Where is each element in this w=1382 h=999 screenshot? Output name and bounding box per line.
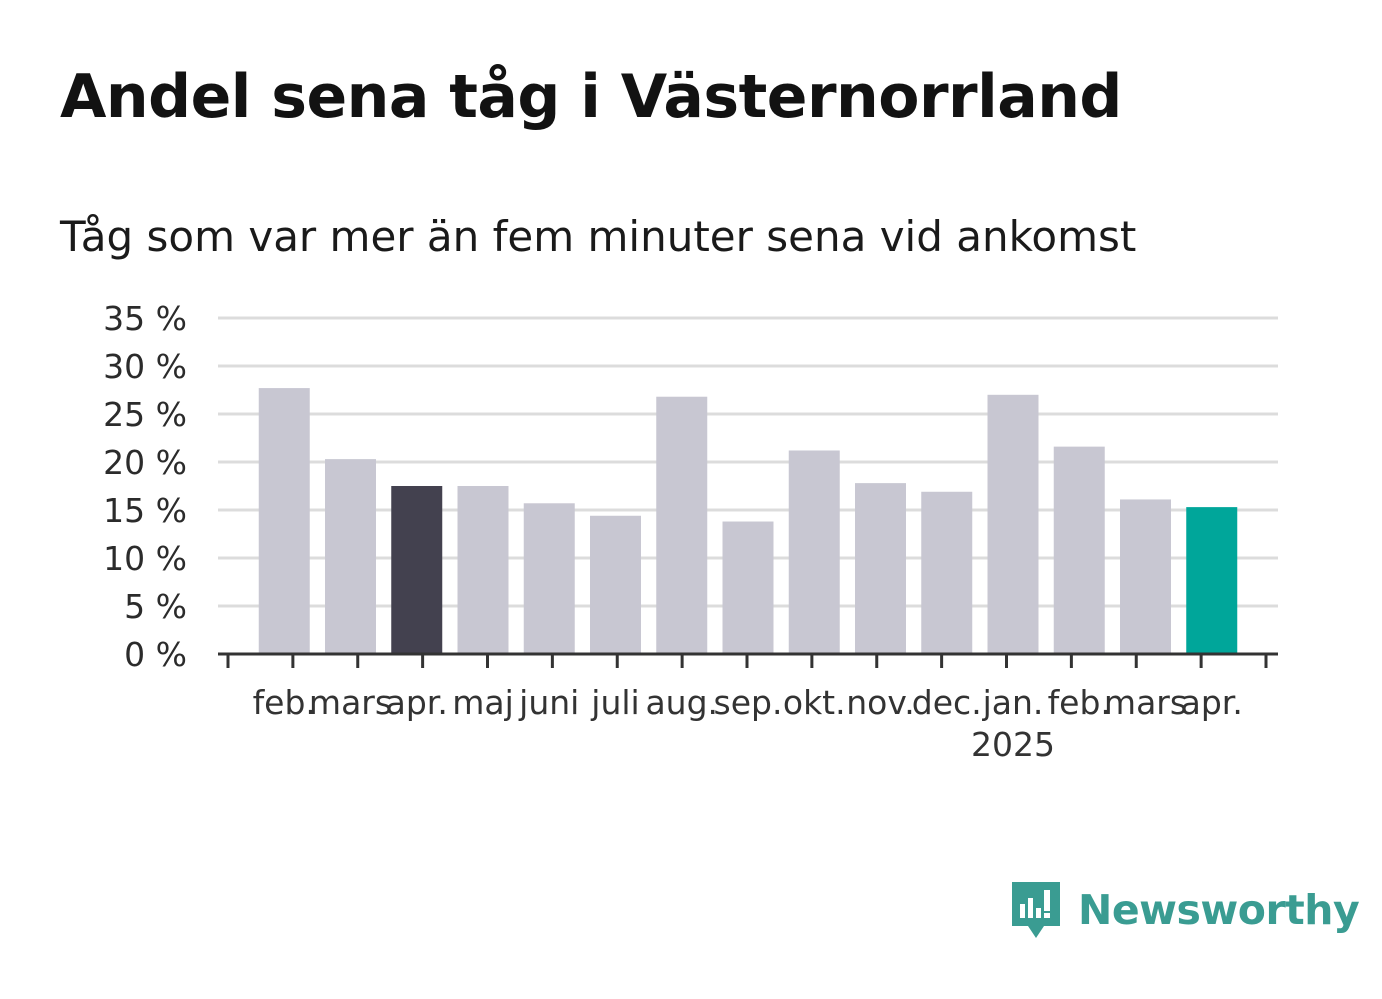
bar (457, 486, 509, 654)
bar (1186, 507, 1238, 654)
newsworthy-logo-icon (1012, 882, 1060, 938)
brand-name: Newsworthy (1078, 886, 1360, 934)
y-tick-label: 0 % (124, 635, 187, 674)
bar (391, 486, 443, 654)
newsworthy-logo: Newsworthy (1010, 880, 1360, 940)
y-tick-label: 20 % (103, 443, 187, 482)
x-tick-label: juni (518, 683, 579, 722)
y-tick-label: 35 % (103, 299, 187, 338)
x-tick-label: sep. (714, 683, 783, 722)
x-tick-label: apr. (386, 683, 448, 722)
bar (1053, 446, 1105, 654)
x-tick-label: maj (452, 683, 514, 722)
x-tick-label: dec. (912, 683, 982, 722)
bars (258, 388, 1238, 654)
x-year-label: 2025 (971, 725, 1055, 764)
bar (258, 388, 310, 654)
bar (523, 503, 575, 654)
bar (788, 450, 840, 654)
y-tick-label: 30 % (103, 347, 187, 386)
x-axis (218, 652, 1278, 668)
x-tick-label: nov. (846, 683, 915, 722)
bar (921, 491, 973, 654)
x-tick-label: okt. (783, 683, 846, 722)
x-tick-label: mars (1104, 683, 1187, 722)
x-tick-label: jan. (982, 683, 1044, 722)
x-tick-label: mars (309, 683, 392, 722)
bar (590, 515, 641, 654)
x-tick-label: aug. (645, 683, 718, 722)
bar (1120, 499, 1171, 654)
chart-title: Andel sena tåg i Västernorrland (60, 62, 1122, 132)
x-tick-label: feb. (1048, 683, 1111, 722)
bar (722, 521, 774, 654)
y-tick-label: 25 % (103, 395, 187, 434)
x-tick-label: juli (590, 683, 639, 722)
bar (987, 394, 1039, 654)
bar (656, 396, 708, 654)
chart-subtitle: Tåg som var mer än fem minuter sena vid … (60, 212, 1137, 261)
bar (325, 459, 376, 654)
x-tick-label: feb. (253, 683, 316, 722)
x-tick-label: apr. (1181, 683, 1243, 722)
y-axis-labels: 0 % 5 % 10 % 15 % 20 % 25 % 30 % 35 % (103, 299, 187, 674)
y-tick-label: 5 % (124, 587, 187, 626)
bar (855, 483, 906, 654)
y-tick-label: 10 % (103, 539, 187, 578)
y-tick-label: 15 % (103, 491, 187, 530)
